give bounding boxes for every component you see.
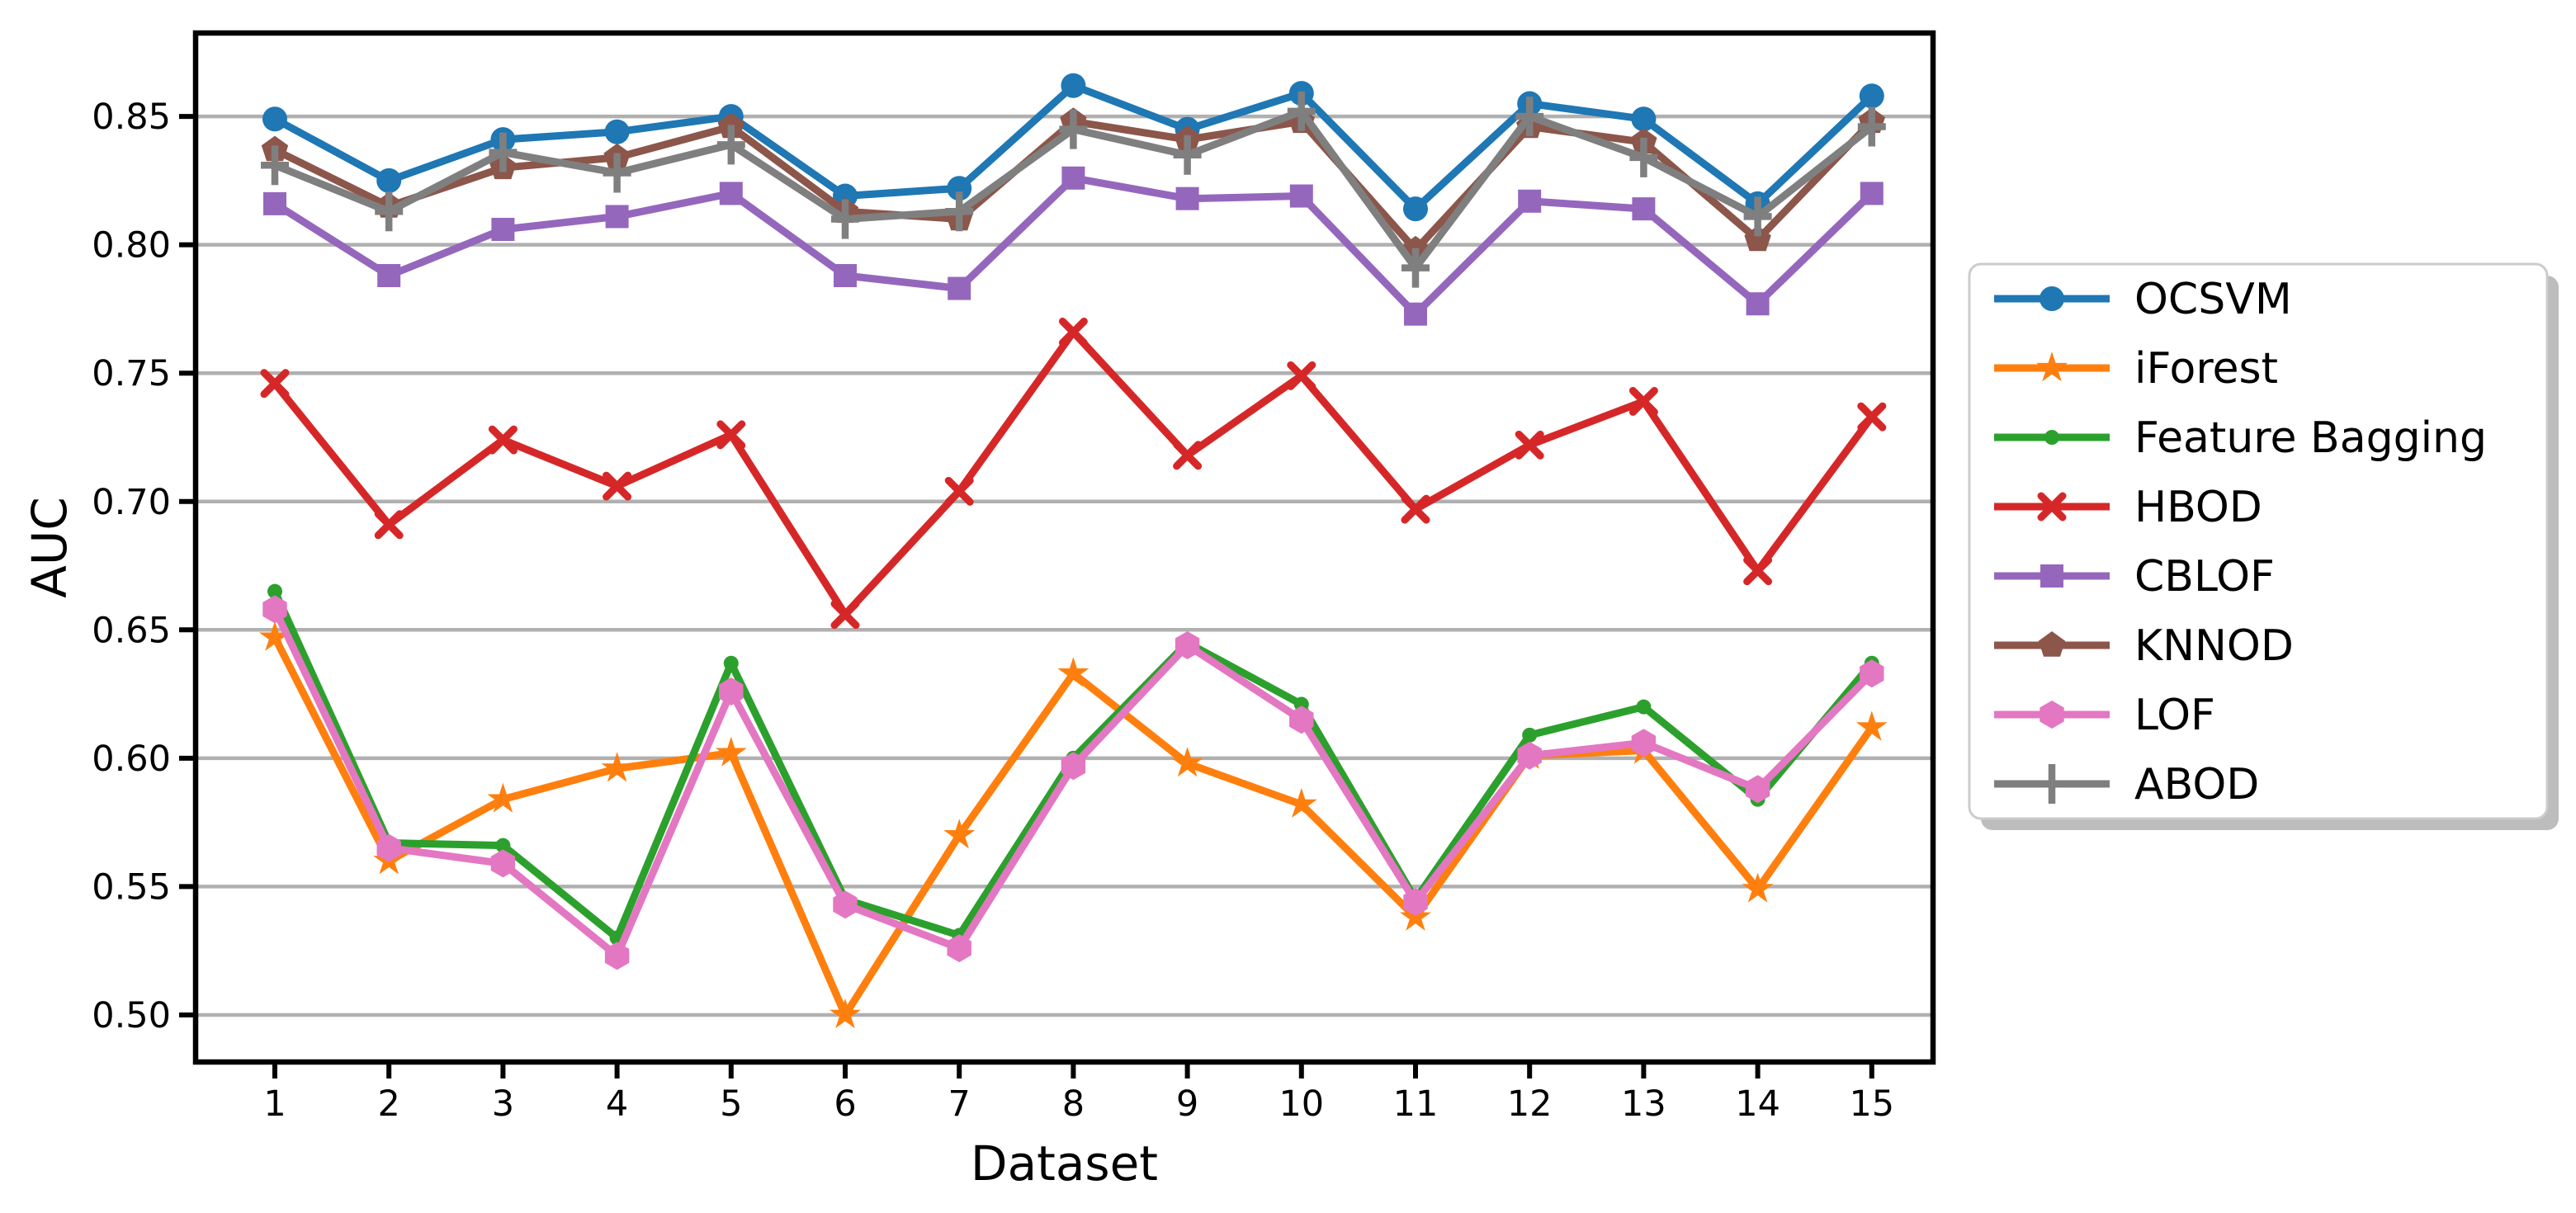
y-tick-label: 0.80 bbox=[92, 225, 171, 267]
legend-label: KNNOD bbox=[2134, 621, 2294, 671]
legend-item-iforest: iForest bbox=[1994, 344, 2278, 394]
series-ocsvm bbox=[262, 73, 1884, 222]
x-tick-label: 7 bbox=[948, 1083, 971, 1125]
series-iforest bbox=[259, 621, 1888, 1029]
legend-item-knnod: KNNOD bbox=[1994, 621, 2294, 671]
y-tick-label: 0.55 bbox=[92, 866, 171, 908]
y-tick-label: 0.60 bbox=[92, 739, 171, 780]
series-lines bbox=[259, 73, 1888, 1029]
legend-item-lof: LOF bbox=[1994, 691, 2215, 740]
y-axis-label: AUC bbox=[21, 497, 78, 598]
y-tick-label: 0.65 bbox=[92, 610, 171, 651]
legend-label: ABOD bbox=[2134, 760, 2259, 809]
x-tick-label: 6 bbox=[834, 1083, 856, 1125]
series-abod bbox=[261, 91, 1886, 288]
x-tick-label: 11 bbox=[1393, 1083, 1439, 1125]
legend-item-hbod: HBOD bbox=[1994, 483, 2262, 532]
y-tick-label: 0.85 bbox=[92, 97, 171, 138]
x-tick-label: 15 bbox=[1849, 1083, 1894, 1125]
x-tick-label: 13 bbox=[1621, 1083, 1666, 1125]
x-tick-label: 8 bbox=[1062, 1083, 1085, 1125]
x-tick-label: 12 bbox=[1507, 1083, 1553, 1125]
series-hbod bbox=[260, 317, 1887, 630]
x-tick-label: 4 bbox=[606, 1083, 628, 1125]
plot-border bbox=[192, 30, 1936, 1065]
legend-label: iForest bbox=[2134, 344, 2278, 394]
legend-label: CBLOF bbox=[2134, 552, 2275, 602]
x-axis-label: Dataset bbox=[971, 1135, 1158, 1192]
series-cblof bbox=[263, 166, 1884, 326]
x-tick-label: 5 bbox=[720, 1083, 742, 1125]
legend-item-ocsvm: OCSVM bbox=[1994, 275, 2292, 324]
legend-label: Feature Bagging bbox=[2134, 413, 2487, 463]
legend-item-cblof: CBLOF bbox=[1994, 552, 2275, 602]
legend-item-feature-bagging: Feature Bagging bbox=[1994, 413, 2487, 463]
y-tick-label: 0.70 bbox=[92, 482, 171, 523]
x-tick-label: 9 bbox=[1176, 1083, 1198, 1125]
legend-label: OCSVM bbox=[2134, 275, 2292, 324]
series-lof bbox=[262, 595, 1884, 970]
legend-label: HBOD bbox=[2134, 483, 2262, 532]
x-tick-label: 1 bbox=[263, 1083, 286, 1125]
y-tick-label: 0.50 bbox=[92, 995, 171, 1036]
x-tick-label: 10 bbox=[1279, 1083, 1324, 1125]
axis-ticks: 1 2 3 4 5 6 7 8 9 10 11 12 13 14 150.500.550.600.650.7… bbox=[92, 97, 1894, 1125]
legend-label: LOF bbox=[2134, 691, 2215, 740]
x-tick-label: 2 bbox=[378, 1083, 400, 1125]
x-tick-label: 3 bbox=[492, 1083, 514, 1125]
y-tick-label: 0.75 bbox=[92, 353, 171, 394]
x-tick-label: 14 bbox=[1735, 1083, 1780, 1125]
legend-item-abod: ABOD bbox=[1994, 760, 2259, 809]
legend: OCSVM iForest Feature Bagging HBOD CBLOF KNNO… bbox=[1968, 262, 2559, 830]
